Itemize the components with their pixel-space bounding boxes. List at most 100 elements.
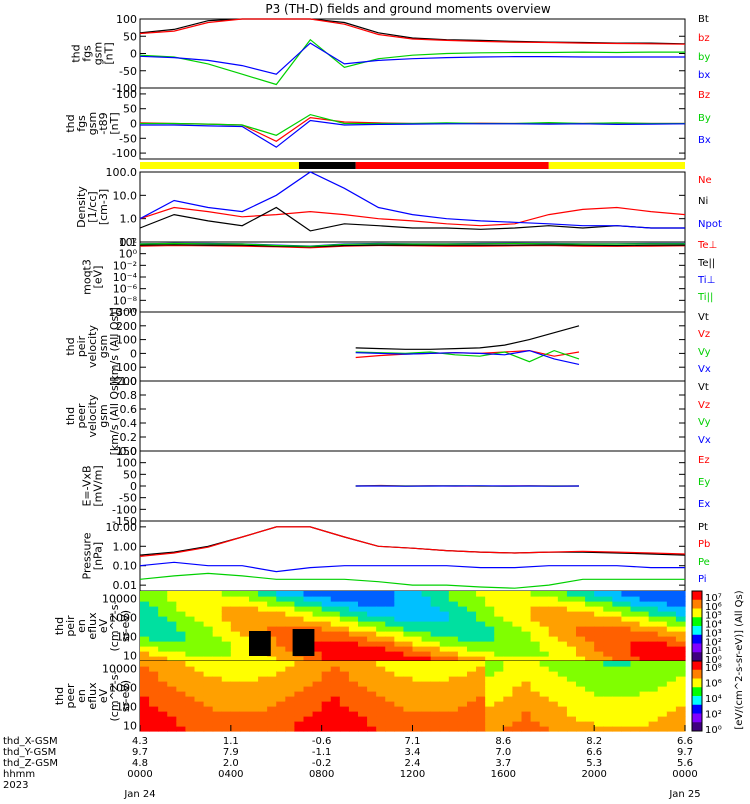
spectrogram-cell	[649, 681, 659, 687]
panel-frame	[140, 19, 685, 88]
spectrogram-cell	[313, 711, 323, 717]
spectrogram-cell	[185, 616, 195, 622]
spectrogram-cell	[440, 671, 450, 677]
spectrogram-cell	[240, 726, 250, 732]
spectrogram-cell	[231, 606, 241, 612]
spectrogram-cell	[385, 591, 395, 597]
spectrogram-cell	[667, 596, 677, 602]
spectrogram-cell	[376, 711, 386, 717]
spectrogram-cell	[667, 716, 677, 722]
spectrogram-cell	[322, 621, 332, 627]
spectrogram-cell	[185, 611, 195, 617]
spectrogram-cell	[176, 611, 186, 617]
spectrogram-cell	[676, 606, 686, 612]
spectrogram-cell	[313, 671, 323, 677]
spectrogram-cell	[585, 651, 595, 657]
spectrogram-cell	[440, 601, 450, 607]
spectrogram-cell	[485, 626, 495, 632]
spectrogram-cell	[204, 641, 214, 647]
spectrogram-cell	[494, 696, 504, 702]
spectrogram-cell	[667, 651, 677, 657]
spectrogram-cell	[503, 596, 513, 602]
spectrogram-cell	[422, 646, 432, 652]
spectrogram-cell	[531, 611, 541, 617]
spectrogram-cell	[531, 636, 541, 642]
spectrogram-cell	[440, 721, 450, 727]
spectrogram-cell	[512, 691, 522, 697]
spectrogram-cell	[349, 651, 359, 657]
spectrogram-cell	[503, 651, 513, 657]
spectrogram-cell	[422, 671, 432, 677]
spectrogram-cell	[549, 686, 559, 692]
spectrogram-cell	[594, 716, 604, 722]
spectrogram-cell	[340, 646, 350, 652]
spectrogram-cell	[449, 596, 459, 602]
spectrogram-cell	[658, 726, 668, 732]
spectrogram-cell	[322, 641, 332, 647]
spectrogram-cell	[204, 686, 214, 692]
spectrogram-cell	[213, 591, 223, 597]
spectrogram-cell	[503, 696, 513, 702]
spectrogram-cell	[449, 676, 459, 682]
spectrogram-cell	[222, 686, 232, 692]
spectrogram-cell	[158, 706, 168, 712]
spectrogram-cell	[558, 696, 568, 702]
spectrogram-cell	[185, 636, 195, 642]
spectrogram-cell	[322, 671, 332, 677]
spectrogram-cell	[621, 631, 631, 637]
spectrogram-cell	[576, 686, 586, 692]
spectrogram-cell	[240, 621, 250, 627]
spectrogram-cell	[676, 661, 686, 667]
spectrogram-cell	[431, 646, 441, 652]
spectrogram-cell	[258, 601, 268, 607]
spectrogram-cell	[149, 691, 159, 697]
spectrogram-cell	[222, 591, 232, 597]
spectrogram-cell	[485, 681, 495, 687]
spectrogram-cell	[585, 706, 595, 712]
spectrogram-cell	[276, 701, 286, 707]
spectrogram-cell	[276, 626, 286, 632]
spectrogram-cell	[394, 616, 404, 622]
spectrogram-cell	[349, 611, 359, 617]
spectrogram-cell	[167, 701, 177, 707]
spectrogram-cell	[413, 701, 423, 707]
spectrogram-cell	[476, 681, 486, 687]
spectrogram-cell	[340, 621, 350, 627]
spectrogram-cell	[621, 721, 631, 727]
legend-entry: Ti⊥	[697, 275, 715, 286]
spectrogram-cell	[476, 671, 486, 677]
spectrogram-cell	[376, 641, 386, 647]
spectrogram-cell	[195, 661, 205, 667]
spectrogram-cell	[485, 696, 495, 702]
x-axis-row-label: hhmm	[3, 769, 35, 780]
spectrogram-cell	[158, 601, 168, 607]
spectrogram-cell	[676, 596, 686, 602]
spectrogram-cell	[621, 621, 631, 627]
spectrogram-cell	[331, 706, 341, 712]
spectrogram-cell	[240, 681, 250, 687]
spectrogram-cell	[458, 716, 468, 722]
spectrogram-cell	[612, 671, 622, 677]
spectrogram-cell	[476, 611, 486, 617]
spectrogram-cell	[385, 646, 395, 652]
x-tick-label: 1200	[400, 769, 425, 780]
y-tick-label: 10.00	[106, 521, 138, 534]
spectrogram-cell	[176, 646, 186, 652]
spectrogram-cell	[403, 696, 413, 702]
spectrogram-cell	[240, 606, 250, 612]
legend-entry: Vx	[698, 435, 711, 446]
spectrogram-cell	[385, 696, 395, 702]
spectrogram-cell	[403, 686, 413, 692]
spectrogram-cell	[140, 631, 150, 637]
spectrogram-cell	[585, 646, 595, 652]
spectrogram-cell	[340, 636, 350, 642]
spectrogram-cell	[467, 626, 477, 632]
spectrogram-cell	[367, 646, 377, 652]
spectrogram-cell	[413, 666, 423, 672]
spectrogram-cell	[403, 621, 413, 627]
spectrogram-cell	[167, 626, 177, 632]
spectrogram-cell	[503, 726, 513, 732]
spectrogram-cell	[204, 601, 214, 607]
spectrogram-cell	[204, 626, 214, 632]
spectrogram-cell	[331, 651, 341, 657]
